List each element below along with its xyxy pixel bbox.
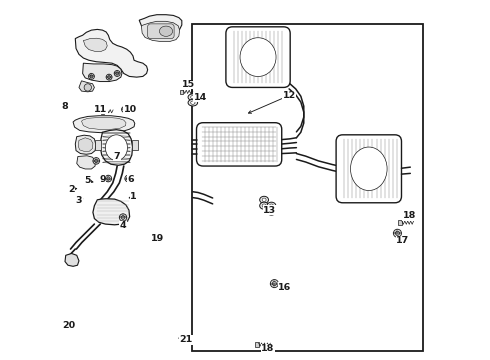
Polygon shape (139, 15, 182, 34)
Text: 10: 10 (124, 105, 137, 114)
Ellipse shape (262, 198, 266, 202)
Ellipse shape (107, 177, 110, 180)
Polygon shape (398, 220, 402, 225)
Ellipse shape (116, 72, 119, 75)
FancyBboxPatch shape (147, 24, 174, 39)
Polygon shape (83, 63, 122, 82)
Polygon shape (132, 140, 138, 150)
Text: 3: 3 (76, 196, 82, 205)
Polygon shape (75, 30, 147, 77)
Text: 18: 18 (403, 211, 416, 220)
Polygon shape (142, 21, 180, 41)
Ellipse shape (188, 94, 197, 100)
Ellipse shape (125, 175, 131, 182)
Polygon shape (96, 140, 101, 150)
Polygon shape (100, 130, 133, 165)
Ellipse shape (108, 76, 111, 78)
Bar (192, 24, 423, 351)
Ellipse shape (126, 177, 130, 180)
Polygon shape (75, 135, 96, 154)
Ellipse shape (106, 74, 112, 80)
Text: 13: 13 (264, 206, 276, 215)
Polygon shape (100, 109, 104, 113)
FancyBboxPatch shape (336, 135, 401, 203)
Ellipse shape (260, 196, 269, 203)
Ellipse shape (90, 75, 93, 78)
Ellipse shape (270, 210, 273, 213)
Text: 7: 7 (114, 152, 121, 161)
Text: 20: 20 (62, 321, 75, 330)
Ellipse shape (191, 101, 195, 104)
Ellipse shape (84, 84, 92, 91)
Polygon shape (79, 81, 95, 92)
Ellipse shape (114, 71, 120, 76)
Ellipse shape (122, 107, 127, 112)
Polygon shape (180, 90, 183, 94)
Text: 1: 1 (130, 192, 137, 201)
Text: 5: 5 (85, 176, 91, 185)
Ellipse shape (93, 158, 99, 164)
Ellipse shape (121, 216, 125, 219)
Ellipse shape (270, 204, 273, 207)
Ellipse shape (89, 73, 95, 79)
Polygon shape (81, 118, 126, 129)
Text: 2: 2 (68, 185, 75, 194)
Ellipse shape (395, 231, 399, 235)
Text: 14: 14 (194, 93, 207, 102)
Ellipse shape (191, 95, 195, 99)
Text: 16: 16 (278, 283, 291, 292)
Polygon shape (65, 253, 79, 266)
FancyBboxPatch shape (226, 27, 290, 87)
Ellipse shape (105, 175, 112, 182)
Polygon shape (73, 116, 135, 132)
Text: 21: 21 (180, 335, 193, 344)
Text: 15: 15 (181, 80, 195, 89)
Ellipse shape (272, 282, 276, 285)
Ellipse shape (159, 26, 172, 36)
Ellipse shape (120, 214, 127, 221)
Ellipse shape (350, 147, 387, 190)
Text: 9: 9 (99, 175, 106, 184)
Ellipse shape (188, 99, 197, 106)
Polygon shape (255, 342, 259, 347)
Polygon shape (83, 38, 107, 51)
Text: 18: 18 (261, 345, 274, 354)
Ellipse shape (267, 208, 276, 215)
Ellipse shape (267, 202, 276, 209)
Ellipse shape (123, 108, 126, 111)
Text: 12: 12 (282, 91, 295, 100)
Text: 6: 6 (128, 175, 134, 184)
Ellipse shape (262, 204, 266, 207)
Polygon shape (93, 199, 130, 225)
Text: 17: 17 (396, 236, 410, 245)
Ellipse shape (105, 135, 127, 161)
Polygon shape (77, 156, 95, 169)
Text: 8: 8 (62, 102, 69, 111)
Ellipse shape (270, 280, 278, 288)
Ellipse shape (95, 159, 98, 163)
Ellipse shape (240, 38, 276, 77)
Text: 11: 11 (95, 105, 108, 114)
Ellipse shape (393, 229, 401, 237)
Ellipse shape (260, 202, 269, 209)
FancyBboxPatch shape (196, 123, 282, 166)
Text: 4: 4 (120, 221, 126, 230)
Polygon shape (78, 138, 93, 151)
Text: 19: 19 (151, 234, 164, 243)
